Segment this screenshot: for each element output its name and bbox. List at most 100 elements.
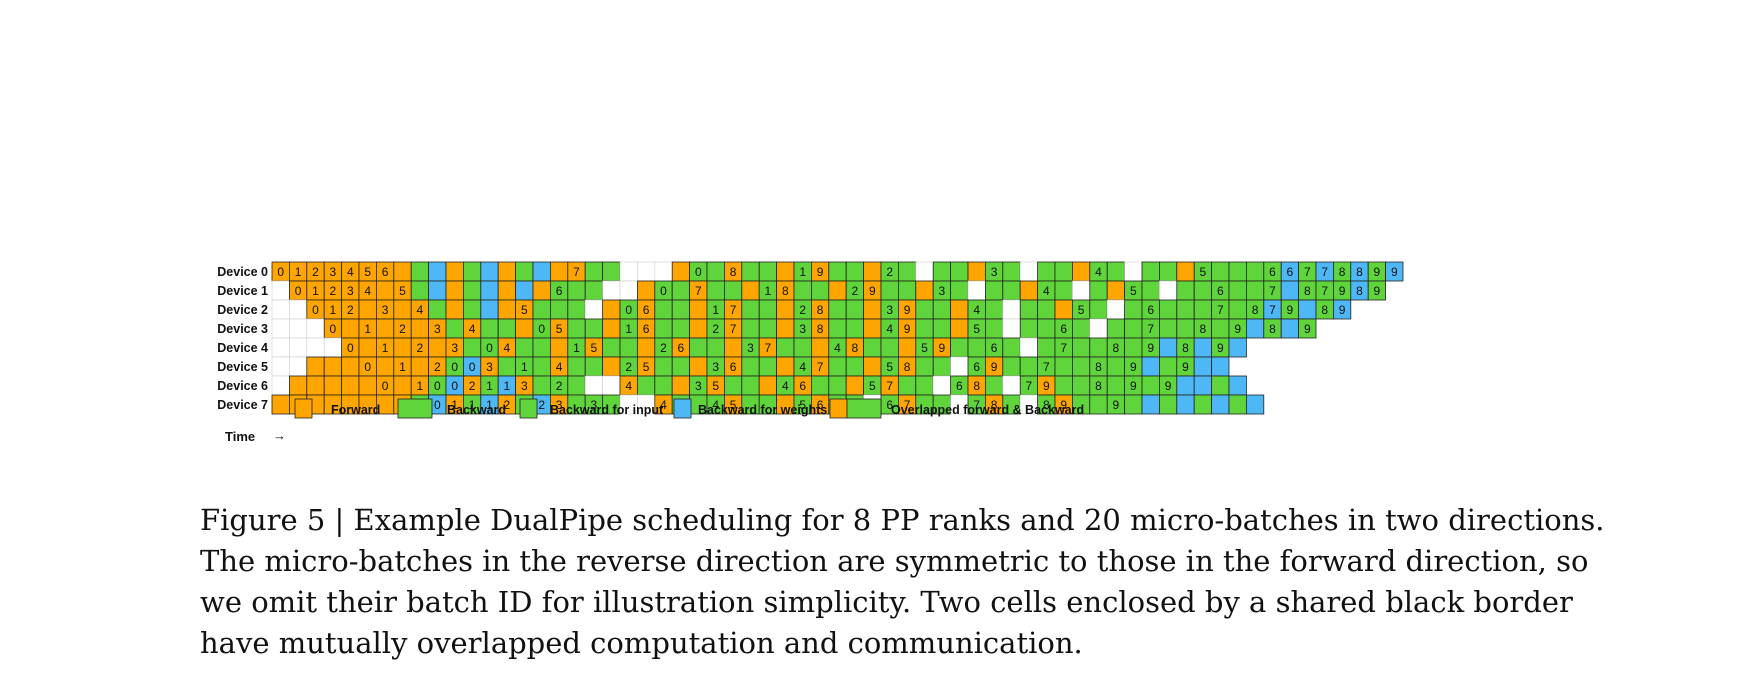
schedule-cell-backward-weights [1211, 356, 1230, 377]
microbatch-id: 7 [904, 398, 911, 412]
schedule-cell-backward [811, 280, 830, 301]
schedule-cell-backward [741, 375, 760, 396]
microbatch-id: 9 [817, 265, 824, 279]
schedule-cell-forward [758, 375, 778, 396]
schedule-cell-backward [1176, 299, 1195, 320]
schedule-cell-empty [271, 299, 290, 320]
microbatch-id: 2 [852, 284, 859, 298]
schedule-cell-backward [602, 261, 621, 282]
schedule-cell-backward [932, 299, 952, 320]
microbatch-id: 3 [712, 360, 719, 374]
microbatch-id: 2 [886, 265, 893, 279]
schedule-cell-backward [1037, 299, 1056, 320]
legend-swatch [519, 398, 538, 419]
schedule-cell-backward [1072, 375, 1091, 396]
legend-swatch [294, 398, 313, 419]
schedule-cell-backward [1002, 261, 1021, 282]
microbatch-id: 8 [782, 284, 789, 298]
schedule-cell-backward [1228, 280, 1247, 301]
microbatch-id: 8 [1304, 284, 1311, 298]
schedule-cell-forward [375, 318, 395, 339]
schedule-cell-empty [637, 261, 656, 282]
microbatch-id: 4 [886, 322, 893, 336]
schedule-cell-backward [497, 318, 517, 339]
microbatch-id: 2 [799, 303, 806, 317]
microbatch-id: 3 [347, 284, 354, 298]
schedule-cell-backward-weights [515, 280, 534, 301]
schedule-cell-backward [1002, 356, 1021, 377]
schedule-cell-backward-weights [1211, 394, 1230, 415]
schedule-cell-backward [1072, 337, 1091, 358]
dualpipe-schedule-figure: Device 0 Device 1 Device 2 Device 3 Device 4… [217, 261, 1404, 444]
microbatch-id: 4 [504, 341, 511, 355]
microbatch-id: 1 [399, 360, 406, 374]
microbatch-id: 1 [486, 379, 493, 393]
schedule-cell-forward [306, 356, 325, 377]
microbatch-id: 6 [556, 284, 563, 298]
schedule-cell-forward [445, 280, 464, 301]
schedule-cell-backward [532, 375, 551, 396]
microbatch-id: 0 [434, 398, 441, 412]
microbatch-id: 9 [1165, 379, 1172, 393]
schedule-cell-backward [1054, 261, 1073, 282]
microbatch-id: 1 [799, 265, 806, 279]
schedule-cell-backward [724, 280, 743, 301]
microbatch-id: 5 [973, 322, 980, 336]
schedule-cell-empty [271, 375, 290, 396]
microbatch-id: 0 [382, 379, 389, 393]
schedule-cell-empty [1002, 375, 1021, 396]
schedule-cell-empty [1002, 318, 1021, 339]
microbatch-id: 1 [625, 322, 632, 336]
microbatch-id: 5 [1130, 284, 1137, 298]
schedule-cell-backward [1159, 318, 1178, 339]
microbatch-id: 4 [834, 341, 841, 355]
microbatch-id: 2 [556, 379, 563, 393]
microbatch-id: 5 [730, 398, 737, 412]
schedule-cell-empty [619, 280, 638, 301]
schedule-cell-forward [863, 299, 882, 320]
schedule-cell-forward [393, 337, 412, 358]
schedule-cell-backward [706, 280, 725, 301]
caption-line: Figure 5 | Example DualPipe scheduling f… [200, 503, 1605, 537]
schedule-cell-backward [898, 261, 917, 282]
schedule-cell-backward [845, 299, 865, 320]
schedule-cell-backward [915, 318, 934, 339]
schedule-cell-backward [758, 356, 778, 377]
schedule-cell-backward [706, 261, 725, 282]
schedule-cell-backward [671, 299, 691, 320]
schedule-cell-backward-weights [1193, 356, 1213, 377]
schedule-cell-empty [1159, 280, 1178, 301]
schedule-cell-empty [306, 318, 325, 339]
microbatch-id: 8 [991, 398, 998, 412]
schedule-cell-empty [1002, 299, 1021, 320]
schedule-cell-forward [323, 375, 342, 396]
microbatch-id: 6 [799, 379, 806, 393]
schedule-cell-backward [1159, 356, 1178, 377]
microbatch-id: 8 [1269, 322, 1276, 336]
microbatch-id: 6 [382, 265, 389, 279]
microbatch-id: 8 [1321, 303, 1328, 317]
microbatch-id: 4 [1095, 265, 1102, 279]
microbatch-id: 1 [504, 379, 511, 393]
schedule-cell-backward [985, 318, 1004, 339]
schedule-cell-backward [1298, 318, 1317, 339]
schedule-cell-forward [358, 337, 377, 358]
schedule-cell-forward [898, 337, 917, 358]
microbatch-id: 2 [625, 360, 632, 374]
schedule-cell-backward [1124, 299, 1143, 320]
microbatch-id: 4 [556, 360, 563, 374]
microbatch-id: 4 [417, 303, 424, 317]
schedule-cell-backward [1124, 318, 1143, 339]
schedule-cell-backward [549, 299, 569, 320]
schedule-cell-backward-weights [1228, 375, 1247, 396]
microbatch-id: 3 [434, 322, 441, 336]
schedule-cell-backward [1228, 394, 1247, 415]
microbatch-id: 3 [799, 322, 806, 336]
schedule-cell-backward [1106, 356, 1126, 377]
schedule-cell-forward [602, 299, 621, 320]
schedule-cell-forward [950, 299, 969, 320]
schedule-cell-forward [1072, 261, 1091, 282]
schedule-cell-empty [1089, 318, 1108, 339]
microbatch-id: 2 [330, 284, 337, 298]
schedule-cell-backward [915, 375, 934, 396]
